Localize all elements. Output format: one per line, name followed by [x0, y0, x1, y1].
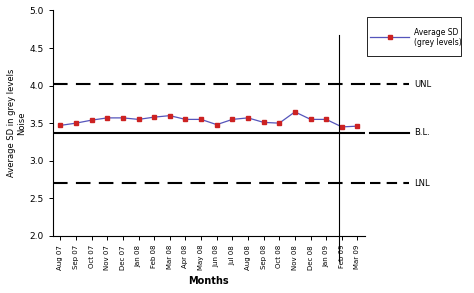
Text: LNL: LNL — [414, 179, 430, 188]
Text: Average SD
(grey levels): Average SD (grey levels) — [414, 28, 462, 47]
Text: B.L.: B.L. — [414, 128, 430, 137]
Bar — [367, 17, 461, 56]
X-axis label: Months: Months — [189, 276, 229, 286]
Text: UNL: UNL — [414, 80, 431, 88]
Y-axis label: Average SD in grey levels
Noise: Average SD in grey levels Noise — [7, 69, 27, 177]
